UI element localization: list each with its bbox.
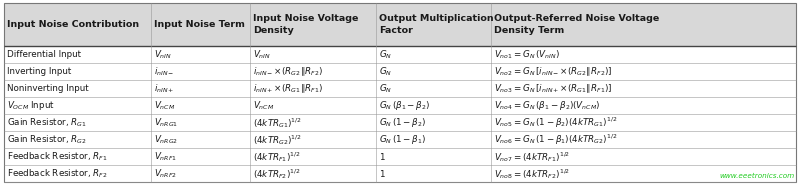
Text: $\it{i}_{nIN+}\!\times\!(R_{G1}\!\parallel\! R_{F1})$: $\it{i}_{nIN+}\!\times\!(R_{G1}\!\parall… [253, 82, 323, 95]
Text: Output Multiplication
Factor: Output Multiplication Factor [379, 14, 494, 35]
Text: $V_{nCM}$: $V_{nCM}$ [253, 100, 274, 112]
Text: $G_N\,(\beta_1 - \beta_2)$: $G_N\,(\beta_1 - \beta_2)$ [379, 99, 430, 112]
Text: $G_N$: $G_N$ [379, 83, 393, 95]
Text: Output-Referred Noise Voltage
Density Term: Output-Referred Noise Voltage Density Te… [494, 14, 659, 35]
Text: $G_N\,(1 - \beta_2)$: $G_N\,(1 - \beta_2)$ [379, 116, 426, 129]
Text: $V_{nIN}$: $V_{nIN}$ [154, 48, 172, 61]
Text: $G_N$: $G_N$ [379, 48, 393, 61]
Text: $(4kTR_{G2})^{1/2}$: $(4kTR_{G2})^{1/2}$ [253, 133, 302, 147]
Text: $V_{nRG2}$: $V_{nRG2}$ [154, 134, 178, 146]
Text: $V_{nCM}$: $V_{nCM}$ [154, 100, 175, 112]
Text: $(4kTR_{F1})^{1/2}$: $(4kTR_{F1})^{1/2}$ [253, 150, 301, 164]
Bar [376, 3, 491, 46]
Text: $1$: $1$ [379, 168, 386, 179]
Bar [4, 97, 796, 114]
Text: $V_{nIN}$: $V_{nIN}$ [253, 48, 271, 61]
Bar [4, 165, 796, 182]
Text: $V_{no6} = G_N\,(1-\beta_1)(4kTR_{G2})^{1/2}$: $V_{no6} = G_N\,(1-\beta_1)(4kTR_{G2})^{… [494, 132, 618, 147]
Bar [4, 46, 796, 63]
Bar [4, 131, 796, 148]
Text: $\it{i}_{nIN-}$: $\it{i}_{nIN-}$ [154, 65, 174, 78]
Text: $G_N\,(1 - \beta_1)$: $G_N\,(1 - \beta_1)$ [379, 133, 426, 146]
Text: $G_N$: $G_N$ [379, 65, 393, 78]
Text: $\it{i}_{nIN-}\!\times\!(R_{G2}\!\parallel\! R_{F2})$: $\it{i}_{nIN-}\!\times\!(R_{G2}\!\parall… [253, 65, 323, 78]
Text: $V_{nRG1}$: $V_{nRG1}$ [154, 117, 178, 129]
Text: Inverting Input: Inverting Input [7, 67, 71, 76]
Text: $1$: $1$ [379, 151, 386, 162]
Bar [150, 3, 250, 46]
Bar [4, 80, 796, 97]
Text: Input Noise Voltage
Density: Input Noise Voltage Density [253, 14, 358, 35]
Text: Input Noise Contribution: Input Noise Contribution [7, 20, 139, 29]
Bar [4, 63, 796, 80]
Text: Feedback Resistor, $R_{F1}$: Feedback Resistor, $R_{F1}$ [7, 150, 108, 163]
Text: www.eeetronics.com: www.eeetronics.com [719, 173, 794, 179]
Bar [4, 3, 150, 46]
Text: Differential Input: Differential Input [7, 50, 82, 59]
Text: Noninverting Input: Noninverting Input [7, 84, 89, 93]
Text: $V_{no2} = G_N\,[\it{i}_{nIN-}\!\times\!(R_{G2}\!\parallel\! R_{F2})]$: $V_{no2} = G_N\,[\it{i}_{nIN-}\!\times\!… [494, 65, 613, 78]
Text: $V_{no8} = (4kTR_{F2})^{1/2}$: $V_{no8} = (4kTR_{F2})^{1/2}$ [494, 167, 570, 181]
Text: $V_{no7} = (4kTR_{F1})^{1/2}$: $V_{no7} = (4kTR_{F1})^{1/2}$ [494, 150, 570, 164]
Text: Gain Resistor, $R_{G1}$: Gain Resistor, $R_{G1}$ [7, 117, 87, 129]
Text: $V_{no3} = G_N\,[\it{i}_{nIN+}\!\times\!(R_{G1}\!\parallel\! R_{F1})]$: $V_{no3} = G_N\,[\it{i}_{nIN+}\!\times\!… [494, 82, 613, 95]
Text: $V_{no1} = G_N\,(V_{nIN})$: $V_{no1} = G_N\,(V_{nIN})$ [494, 48, 561, 61]
Text: Gain Resistor, $R_{G2}$: Gain Resistor, $R_{G2}$ [7, 134, 87, 146]
Bar [250, 3, 376, 46]
Text: $V_{no4} = G_N\,(\beta_1 - \beta_2)(V_{nCM})$: $V_{no4} = G_N\,(\beta_1 - \beta_2)(V_{n… [494, 99, 601, 112]
Bar [4, 148, 796, 165]
Text: $V_{nRF2}$: $V_{nRF2}$ [154, 167, 177, 180]
Bar [4, 114, 796, 131]
Text: Feedback Resistor, $R_{F2}$: Feedback Resistor, $R_{F2}$ [7, 167, 108, 180]
Text: $V_{no5} = G_N\,(1-\beta_2)(4kTR_{G1})^{1/2}$: $V_{no5} = G_N\,(1-\beta_2)(4kTR_{G1})^{… [494, 116, 618, 130]
Text: $\it{i}_{nIN+}$: $\it{i}_{nIN+}$ [154, 83, 174, 95]
Text: $V_{nRF1}$: $V_{nRF1}$ [154, 150, 177, 163]
Bar [491, 3, 796, 46]
Text: $(4kTR_{F2})^{1/2}$: $(4kTR_{F2})^{1/2}$ [253, 167, 301, 181]
Text: $V_{OCM}$ Input: $V_{OCM}$ Input [7, 99, 55, 112]
Text: $(4kTR_{G1})^{1/2}$: $(4kTR_{G1})^{1/2}$ [253, 116, 302, 130]
Text: Input Noise Term: Input Noise Term [154, 20, 245, 29]
